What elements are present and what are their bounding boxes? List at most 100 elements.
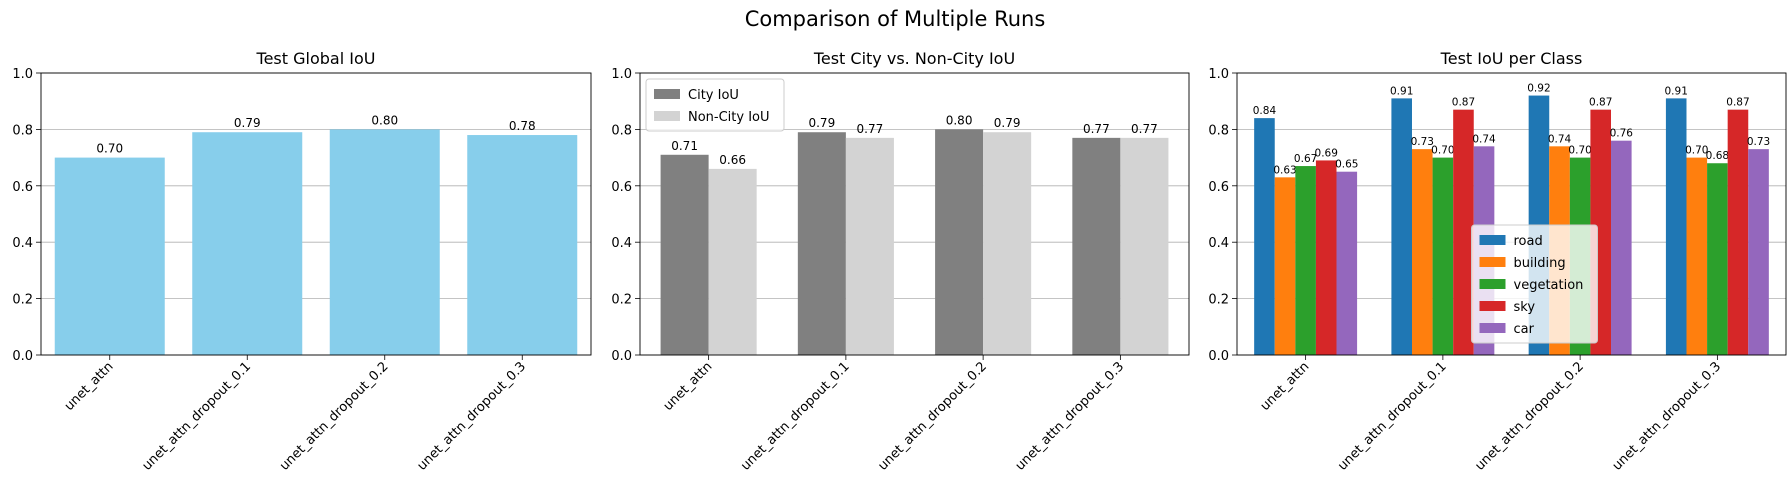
bar: [1274, 177, 1296, 355]
y-tick-label: 0.4: [611, 236, 632, 251]
bar: [1748, 149, 1769, 355]
bar: [1411, 149, 1433, 355]
y-tick-label: 0.8: [611, 123, 632, 138]
data-label: 0.66: [719, 153, 746, 167]
data-label: 0.77: [1131, 122, 1158, 136]
data-label: 0.69: [1315, 147, 1338, 159]
bar: [797, 132, 846, 355]
chart-panel-2: 0.0 0.2 0.4 0.6 0.8 1.0 0.71 0.79 0.80 0.77 0.66 0.…: [611, 49, 1190, 474]
data-label: 0.87: [1726, 97, 1749, 109]
y-tick-label: 1.0: [611, 67, 632, 82]
data-label: 0.70: [1431, 145, 1454, 157]
y-tick-label: 0.8: [12, 123, 33, 138]
chart-panels: 0.0 0.2 0.4 0.6 0.8 1.0 0.70 0.79 0.80 0.78 unet_a…: [12, 49, 1787, 474]
bar: [1295, 166, 1316, 355]
x-tick-label: unet_attn_dropout_0.2: [1472, 359, 1587, 474]
bar: [983, 132, 1032, 355]
x-tick-label: unet_attn_dropout_0.2: [277, 359, 392, 474]
data-label: 0.68: [1706, 150, 1729, 162]
axes-frame: [639, 72, 1190, 356]
x-tick-label: unet_attn_dropout_0.3: [415, 359, 530, 474]
bar: [1315, 160, 1337, 355]
bar: [660, 154, 709, 355]
data-label: 0.71: [671, 139, 698, 153]
x-tick-label: unet_attn_dropout_0.3: [1013, 359, 1128, 474]
bar: [1707, 163, 1728, 355]
data-label: 0.70: [96, 142, 123, 156]
data-label: 0.91: [1665, 85, 1688, 97]
bar: [1336, 171, 1358, 355]
bar: [1391, 98, 1412, 355]
panel-title: Test IoU per Class: [1440, 49, 1583, 68]
y-tick-label: 0.2: [1208, 293, 1229, 308]
y-tick-label: 0.2: [611, 293, 632, 308]
bar: [54, 157, 165, 355]
y-tick-label: 1.0: [12, 67, 33, 82]
legend-label: sky: [1514, 300, 1536, 315]
y-tick-label: 0.0: [1208, 349, 1229, 364]
legend-label: building: [1514, 256, 1566, 271]
y-tick-label: 0.8: [1208, 123, 1229, 138]
bar: [467, 135, 578, 355]
bar: [935, 129, 984, 355]
legend-swatch: [1479, 323, 1506, 333]
data-label: 0.79: [808, 116, 835, 130]
bar: [1611, 140, 1632, 355]
data-label: 0.91: [1390, 85, 1413, 97]
chart-panel-3: 0.00.20.40.60.81.00.840.91 0.92 0.910.630.…: [1208, 49, 1787, 474]
data-label: 0.70: [1685, 145, 1708, 157]
legend: City IoU Non-City IoU: [645, 78, 785, 132]
bar: [1727, 109, 1749, 355]
y-tick-label: 0.4: [12, 236, 33, 251]
panel-title: Test Global IoU: [256, 49, 376, 68]
y-tick-label: 0.6: [611, 180, 632, 195]
legend-swatch: [1479, 235, 1506, 245]
y-tick-label: 0.0: [611, 349, 632, 364]
panel-title: Test City vs. Non-City IoU: [813, 49, 1015, 68]
data-label: 0.77: [857, 122, 884, 136]
bar: [1072, 137, 1121, 355]
x-tick-label: unet_attn_dropout_0.2: [875, 359, 990, 474]
y-tick-label: 0.6: [12, 180, 33, 195]
data-label: 0.73: [1747, 136, 1770, 148]
data-label: 0.79: [234, 116, 261, 130]
legend-swatch: [654, 111, 680, 121]
x-tick-label: unet_attn_dropout_0.3: [1610, 359, 1725, 474]
legend-box: [645, 78, 785, 132]
data-label: 0.84: [1253, 105, 1277, 117]
legend-swatch: [1479, 257, 1506, 267]
bar: [1453, 109, 1474, 355]
legend-swatch: [654, 89, 680, 99]
data-label: 0.79: [994, 116, 1021, 130]
bar: [1686, 157, 1708, 355]
y-tick-label: 1.0: [1208, 67, 1229, 82]
x-tick-label: unet_attn_dropout_0.1: [738, 359, 853, 474]
x-tick-label: unet_attn_dropout_0.1: [140, 359, 255, 474]
legend-box: [1471, 224, 1598, 344]
axes-frame: [1236, 72, 1787, 356]
legend-label: vegetation: [1514, 278, 1584, 293]
x-tick-label: unet_attn: [1258, 359, 1313, 414]
legend-label: City IoU: [688, 88, 739, 103]
data-label: 0.87: [1589, 97, 1612, 109]
bar: [708, 168, 757, 355]
x-tick-label: unet_attn_dropout_0.1: [1335, 359, 1450, 474]
x-tick-label: unet_attn: [661, 359, 716, 414]
y-tick-label: 0.4: [1208, 236, 1229, 251]
legend-label: Non-City IoU: [688, 110, 770, 125]
chart-panel-1: 0.0 0.2 0.4 0.6 0.8 1.0 0.70 0.79 0.80 0.78 unet_a…: [12, 49, 592, 474]
data-label: 0.78: [509, 119, 536, 133]
bar: [329, 129, 440, 355]
bar: [1120, 137, 1169, 355]
y-tick-label: 0.6: [1208, 180, 1229, 195]
y-tick-label: 0.2: [12, 293, 33, 308]
bar: [192, 132, 303, 355]
data-label: 0.74: [1472, 133, 1496, 145]
legend-label: road: [1514, 234, 1543, 249]
data-label: 0.67: [1294, 153, 1317, 165]
bar: [1254, 118, 1275, 356]
data-label: 0.76: [1610, 128, 1634, 140]
data-label: 0.77: [1083, 122, 1110, 136]
data-label: 0.73: [1411, 136, 1434, 148]
